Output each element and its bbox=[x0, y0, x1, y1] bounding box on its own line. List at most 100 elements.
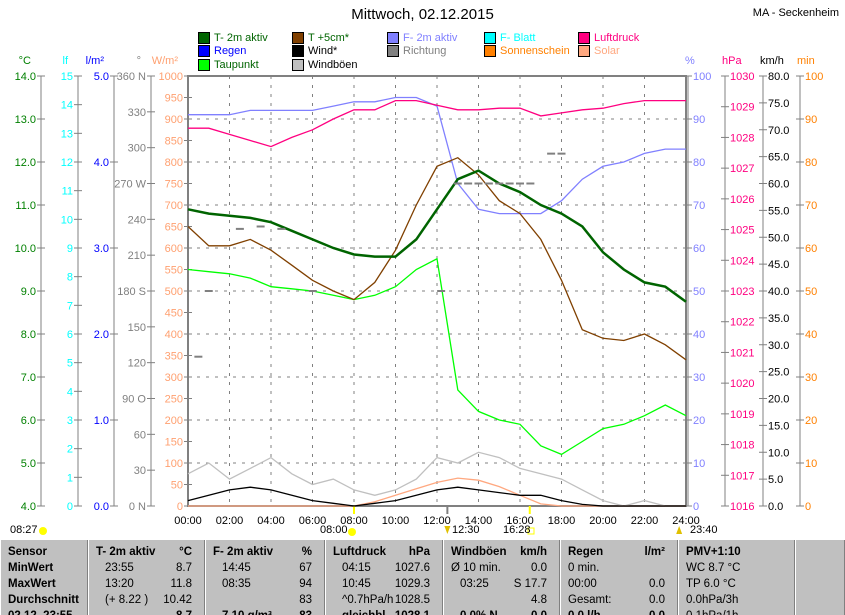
axis-tick-label: 55.0 bbox=[768, 205, 789, 217]
axis-tick-label: 210 bbox=[128, 250, 146, 262]
legend-item: Taupunkt bbox=[198, 59, 259, 71]
axis-tick-label: 60.0 bbox=[768, 179, 789, 191]
axis-unit-label: % bbox=[685, 55, 695, 67]
column-header: Windböen bbox=[451, 546, 507, 558]
axis-tick-label: 30 bbox=[693, 372, 705, 384]
column-unit: hPa bbox=[408, 546, 430, 558]
x-tick-label: 10:00 bbox=[382, 515, 410, 527]
axis-tick-label: 1023 bbox=[730, 286, 754, 298]
legend-item: T- 2m aktiv bbox=[198, 32, 268, 44]
axis-tick-label: 550 bbox=[165, 265, 183, 277]
axis-tick-label: 70 bbox=[805, 200, 817, 212]
axis-tick-label: 60 bbox=[805, 243, 817, 255]
table-cell: 7.10 g/m³ bbox=[222, 610, 272, 615]
axis-tick-label: 20 bbox=[693, 415, 705, 427]
axis-tick-label: 14 bbox=[61, 100, 73, 112]
axis-tick-label: 40 bbox=[693, 329, 705, 341]
axis-tick-label: 4 bbox=[67, 386, 73, 398]
x-tick-label: 02:00 bbox=[216, 515, 244, 527]
axis-tick-label: 5 bbox=[67, 358, 73, 370]
legend-label: Luftdruck bbox=[594, 32, 640, 44]
axis-tick-label: 120 bbox=[128, 358, 146, 370]
axis-unit-label: l/m² bbox=[86, 55, 105, 67]
table-cell: Ø 10 min. bbox=[451, 562, 501, 574]
axis-tick-label: 50 bbox=[805, 286, 817, 298]
axis-tick-label: 250 bbox=[165, 394, 183, 406]
x-tick-label: 12:00 bbox=[423, 515, 451, 527]
legend-item: Regen bbox=[198, 45, 246, 57]
axis-unit-label: min bbox=[797, 55, 815, 67]
axis-tick-label: 850 bbox=[165, 136, 183, 148]
x-tick-label: 06:00 bbox=[299, 515, 327, 527]
legend-label: Taupunkt bbox=[214, 59, 259, 71]
axis-tick-label: 20 bbox=[805, 415, 817, 427]
axis-tick-label: 25.0 bbox=[768, 367, 789, 379]
legend-item: Sonnenschein bbox=[484, 45, 570, 57]
axis-tick-label: 330 bbox=[128, 107, 146, 119]
axis-tick-label: 0 bbox=[693, 501, 699, 513]
series-line-taupunkt bbox=[187, 257, 687, 456]
axis-tick-label: 8 bbox=[67, 272, 73, 284]
table-column bbox=[795, 540, 845, 615]
table-cell: 03:25 bbox=[460, 578, 489, 590]
table-cell: TP 6.0 °C bbox=[686, 578, 736, 590]
table-column: PMV+1:10 WC 8.7 °C TP 6.0 °C 0.0hPa/3h 0.1hP… bbox=[678, 540, 795, 615]
axis-tick-label: 1027 bbox=[730, 163, 754, 175]
moon-icon bbox=[527, 527, 535, 535]
column-unit: km/h bbox=[520, 546, 547, 558]
sun-icon bbox=[39, 527, 47, 535]
noon-arrow-icon bbox=[444, 526, 451, 534]
x-tick-label: 18:00 bbox=[548, 515, 576, 527]
legend-swatch bbox=[387, 45, 399, 57]
table-value: 83 bbox=[206, 610, 312, 615]
table-value: 1028.5 bbox=[394, 594, 430, 606]
axis-tick-label: 600 bbox=[165, 243, 183, 255]
legend-swatch bbox=[198, 32, 210, 44]
axis-tick-label: 500 bbox=[165, 286, 183, 298]
axis-tick-label: 14.0 bbox=[15, 71, 36, 83]
axis-tick-label: 1029 bbox=[730, 102, 754, 114]
axis-tick-label: 40.0 bbox=[768, 286, 789, 298]
axis-tick-label: 1016 bbox=[730, 501, 754, 513]
table-value: 8.7 bbox=[176, 562, 192, 574]
axis-tick-label: 12 bbox=[61, 157, 73, 169]
legend-swatch bbox=[484, 32, 496, 44]
axis-tick-label: 5.0 bbox=[94, 71, 109, 83]
sunrise-left-label: 08:27 bbox=[10, 524, 38, 536]
axis-tick-label: 40 bbox=[805, 329, 817, 341]
axis-tick-label: 35.0 bbox=[768, 313, 789, 325]
axis-tick-label: 1030 bbox=[730, 71, 754, 83]
axis-tick-label: 10 bbox=[693, 458, 705, 470]
table-value: 8.7 bbox=[89, 610, 192, 615]
table-cell: Gesamt: bbox=[568, 594, 612, 606]
axis-tick-label: 750 bbox=[165, 179, 183, 191]
axis-tick-label: 13.0 bbox=[15, 114, 36, 126]
axis-tick-label: 11.0 bbox=[15, 200, 36, 212]
table-cell: gleichbl. bbox=[342, 610, 389, 615]
axis-tick-label: 1.0 bbox=[94, 415, 109, 427]
x-tick-label: 14:00 bbox=[465, 515, 493, 527]
axis-tick-label: 1022 bbox=[730, 317, 754, 329]
axis-tick-label: 15 bbox=[61, 71, 73, 83]
table-value: 83 bbox=[299, 594, 312, 606]
axis-tick-label: 1 bbox=[67, 472, 73, 484]
table-column: T- 2m aktiv °C 23:55 8.7 13:20 11.8 (+ 8.22 ) 1… bbox=[88, 540, 205, 615]
axis-tick-label: 150 bbox=[128, 322, 146, 334]
axis-tick-label: 50 bbox=[171, 480, 183, 492]
table-cell: 04:15 bbox=[342, 562, 371, 574]
axis-tick-label: 4.0 bbox=[94, 157, 109, 169]
axis-tick-label: 800 bbox=[165, 157, 183, 169]
table-column: Sensor MinWert MaxWert Durchschnitt 02.12. 2… bbox=[0, 540, 88, 615]
axis-tick-label: 60 bbox=[134, 429, 146, 441]
axis-tick-label: 180 S bbox=[117, 286, 146, 298]
table-value: 0.0 bbox=[444, 610, 547, 615]
axis-tick-label: 0 bbox=[805, 501, 811, 513]
axis-unit-label: hPa bbox=[722, 55, 742, 67]
x-tick-label: 04:00 bbox=[257, 515, 285, 527]
axis-tick-label: 45.0 bbox=[768, 259, 789, 271]
axis-tick-label: 10.0 bbox=[768, 447, 789, 459]
axis-tick-label: 9.0 bbox=[21, 286, 36, 298]
legend-swatch bbox=[387, 32, 399, 44]
legend-label: Regen bbox=[214, 45, 247, 57]
legend-swatch bbox=[198, 45, 210, 57]
